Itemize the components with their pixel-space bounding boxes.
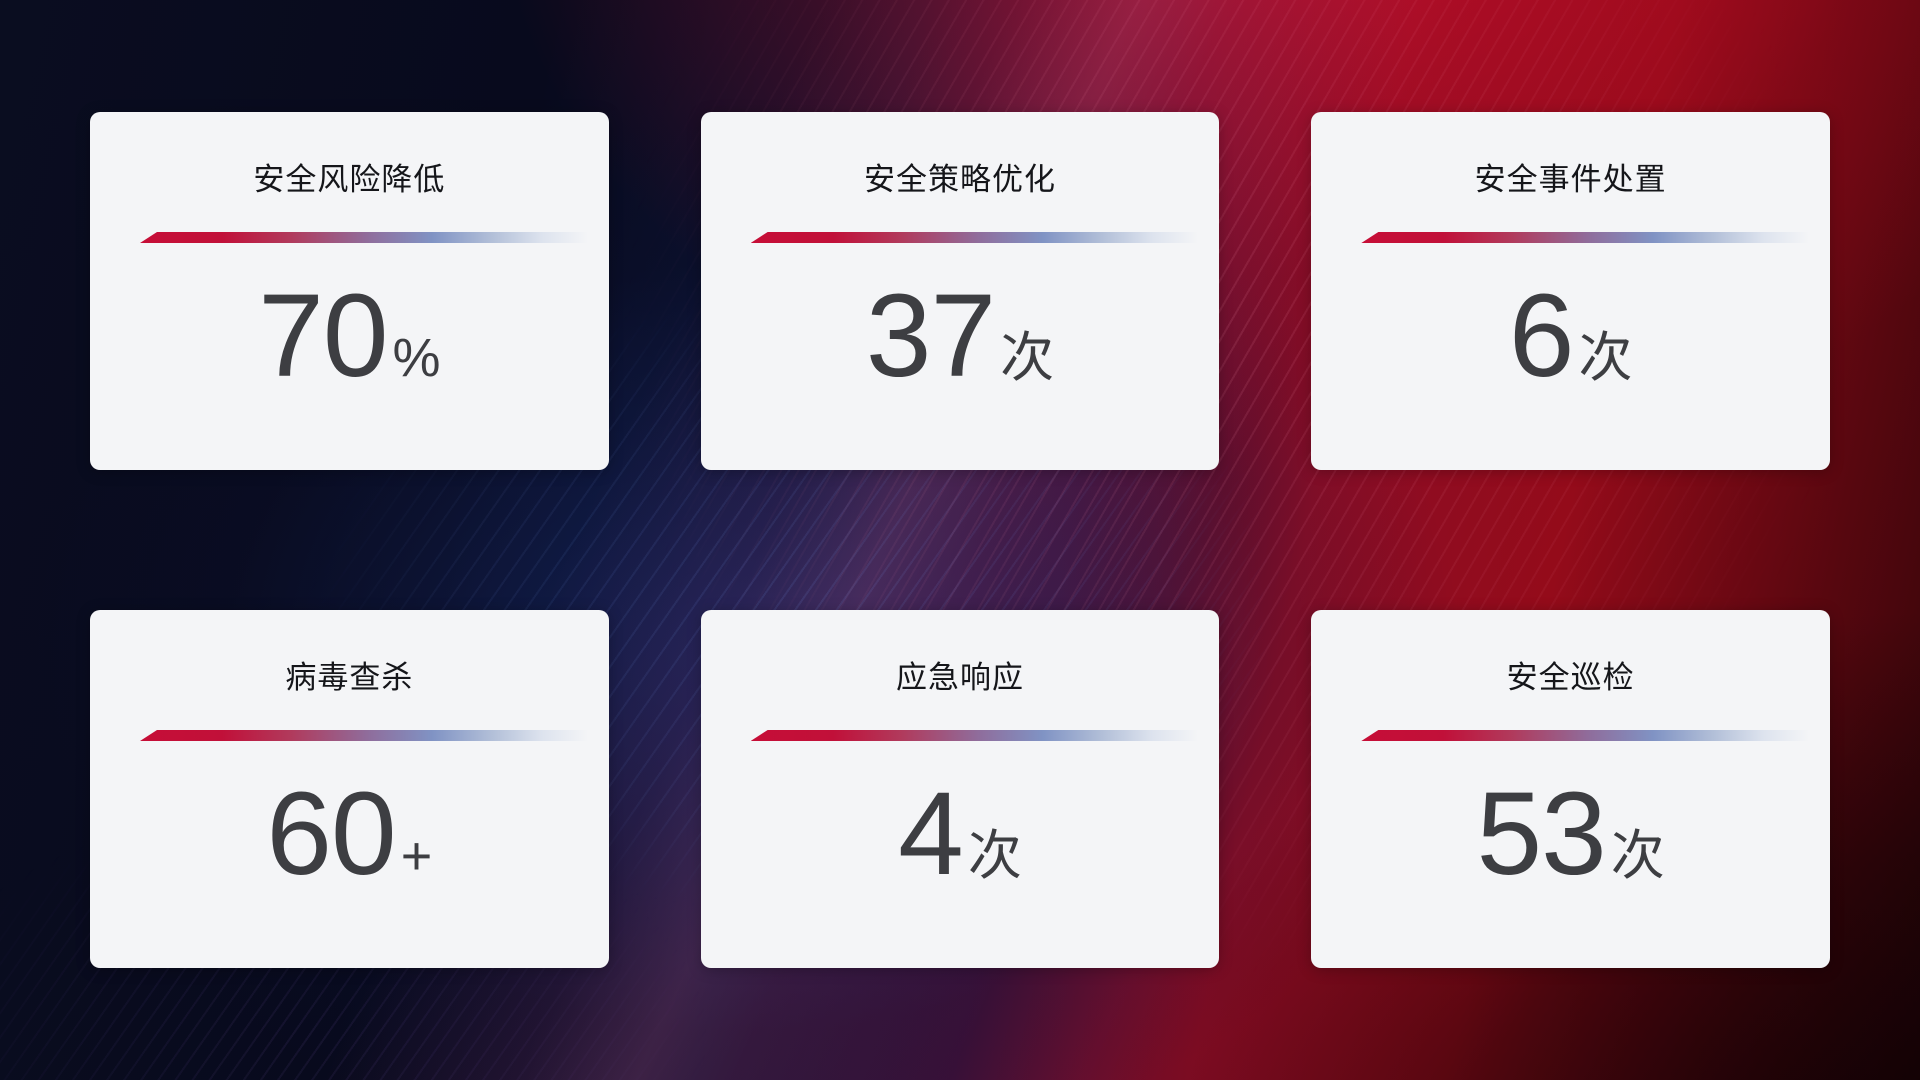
stat-unit: 次: [1578, 328, 1633, 388]
stat-card-virus-scan: 病毒查杀 60 +: [90, 610, 609, 968]
stat-card-security-risk-reduction: 安全风险降低 70 %: [90, 112, 609, 470]
accent-divider-line: [140, 730, 597, 741]
stat-card-security-policy-optimization: 安全策略优化 37 次: [700, 112, 1220, 470]
stat-unit: 次: [1610, 826, 1665, 886]
stat-card-security-inspection: 安全巡检 53 次: [1311, 610, 1830, 968]
stat-unit: %: [392, 328, 441, 388]
card-value: 53 次: [1311, 775, 1830, 893]
card-value: 60 +: [90, 775, 609, 893]
card-value: 6 次: [1311, 277, 1830, 395]
accent-divider-line: [140, 232, 597, 243]
accent-divider-line: [1361, 730, 1818, 741]
accent-divider-line: [750, 730, 1208, 741]
card-title: 应急响应: [895, 660, 1024, 695]
stat-number: 37: [865, 270, 996, 402]
stat-unit: 次: [1000, 328, 1055, 388]
stat-unit: 次: [967, 826, 1022, 886]
stat-card-emergency-response: 应急响应 4 次: [700, 610, 1220, 968]
accent-divider-line: [1361, 232, 1818, 243]
card-value: 37 次: [701, 277, 1220, 395]
card-title: 病毒查杀: [285, 660, 414, 695]
stat-number: 60: [266, 768, 396, 900]
stat-number: 53: [1476, 768, 1607, 900]
stat-unit: +: [400, 826, 433, 886]
stat-number: 4: [898, 768, 964, 900]
stat-number: 70: [258, 270, 388, 402]
stat-number: 6: [1508, 270, 1575, 402]
card-value: 70 %: [90, 277, 609, 395]
stat-card-security-incident-handling: 安全事件处置 6 次: [1311, 112, 1830, 470]
card-title: 安全风险降低: [253, 162, 446, 197]
card-title: 安全事件处置: [1474, 162, 1667, 197]
card-value: 4 次: [701, 775, 1220, 893]
accent-divider-line: [750, 232, 1208, 243]
card-title: 安全巡检: [1506, 660, 1635, 695]
card-title: 安全策略优化: [863, 162, 1056, 197]
